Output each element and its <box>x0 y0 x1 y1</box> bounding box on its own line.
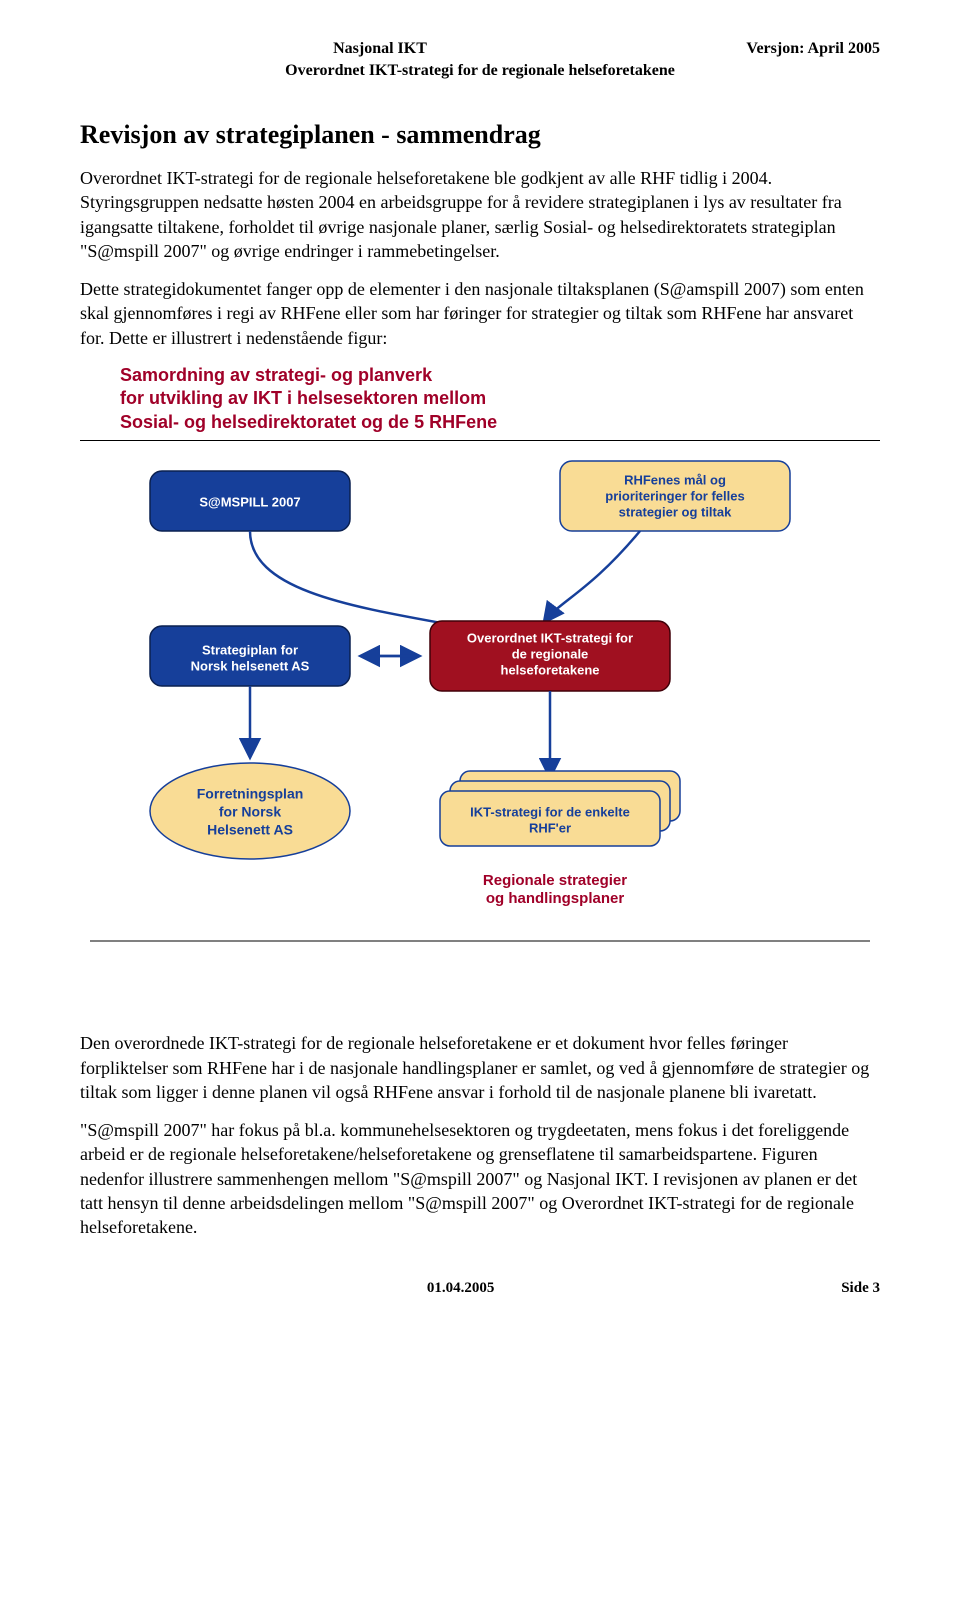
node-forretning-l3: Helsenett AS <box>207 822 293 838</box>
diagram-title-line3: Sosial- og helsedirektoratet og de 5 RHF… <box>120 412 497 432</box>
node-enkelt-l2: RHF'er <box>529 821 571 836</box>
header-left: Nasjonal IKT <box>80 40 680 58</box>
paragraph-4: "S@mspill 2007" har fokus på bl.a. kommu… <box>80 1118 880 1239</box>
node-rhf-goals-l3: strategier og tiltak <box>619 505 732 520</box>
reg-label-l1: Regionale strategier <box>483 872 627 889</box>
node-overordnet-l2: de regionale <box>512 647 589 662</box>
reg-label-l2: og handlingsplaner <box>486 890 625 907</box>
node-rhf-goals-l2: prioriteringer for felles <box>605 489 744 504</box>
header-subtitle: Overordnet IKT-strategi for de regionale… <box>80 62 880 80</box>
page-footer: 01.04.2005 Side 3 <box>80 1280 880 1297</box>
page-title: Revisjon av strategiplanen - sammendrag <box>80 120 880 150</box>
node-forretning-l1: Forretningsplan <box>197 786 304 802</box>
node-enkelt-l1: IKT-strategi for de enkelte <box>470 805 630 820</box>
paragraph-1: Overordnet IKT-strategi for de regionale… <box>80 166 880 263</box>
diagram-svg-wrap: S@MSPILL 2007 RHFenes mål og prioriterin… <box>90 441 870 1001</box>
diagram-title: Samordning av strategi- og planverk for … <box>120 364 880 434</box>
node-strat-nhn-l2: Norsk helsenett AS <box>191 659 310 674</box>
diagram-title-line1: Samordning av strategi- og planverk <box>120 365 432 385</box>
header-right: Versjon: April 2005 <box>680 40 880 58</box>
paragraph-2: Dette strategidokumentet fanger opp de e… <box>80 277 880 350</box>
node-overordnet-l3: helseforetakene <box>501 663 600 678</box>
diagram-svg: S@MSPILL 2007 RHFenes mål og prioriterin… <box>90 441 870 1001</box>
diagram-title-line2: for utvikling av IKT i helsesektoren mel… <box>120 388 486 408</box>
node-samspill-label: S@MSPILL 2007 <box>199 495 300 510</box>
footer-date: 01.04.2005 <box>427 1280 495 1297</box>
node-rhf-goals-l1: RHFenes mål og <box>624 473 726 488</box>
footer-page: Side 3 <box>841 1280 880 1297</box>
paragraph-3: Den overordnede IKT-strategi for de regi… <box>80 1031 880 1104</box>
node-overordnet-l1: Overordnet IKT-strategi for <box>467 631 633 646</box>
edge-rhfgoals-overordnet <box>545 531 640 621</box>
node-strat-nhn-l1: Strategiplan for <box>202 643 298 658</box>
page: Nasjonal IKT Versjon: April 2005 Overord… <box>0 0 960 1337</box>
page-header: Nasjonal IKT Versjon: April 2005 <box>80 40 880 58</box>
diagram: Samordning av strategi- og planverk for … <box>80 364 880 1001</box>
node-forretning-l2: for Norsk <box>219 804 281 820</box>
